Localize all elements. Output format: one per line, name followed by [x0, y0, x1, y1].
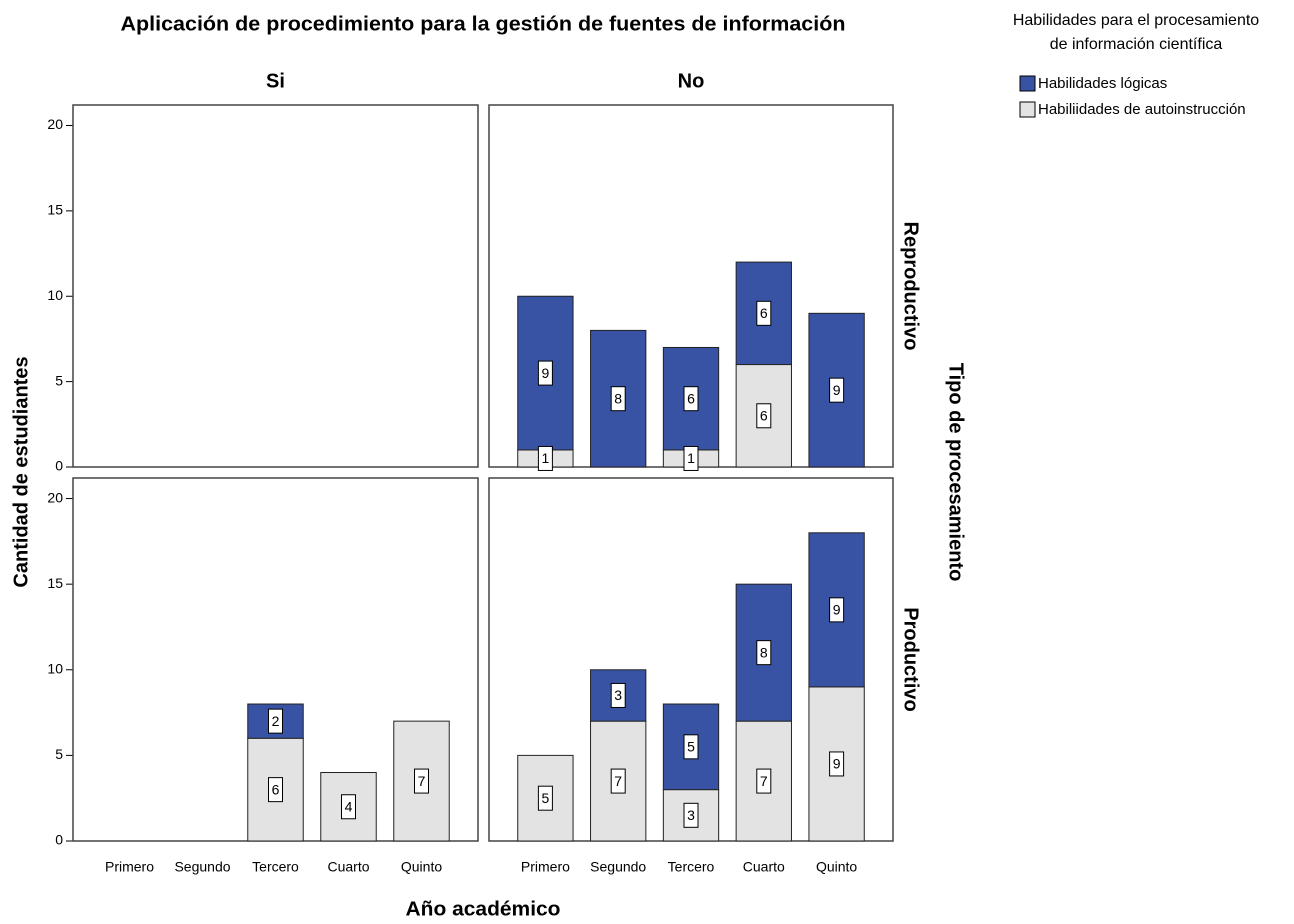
data-label-box — [756, 300, 772, 326]
panel-frame — [72, 104, 479, 468]
data-label: 6 — [272, 781, 280, 797]
y-tick-label: 5 — [55, 746, 63, 762]
data-label: 7 — [614, 773, 622, 789]
data-label: 6 — [760, 407, 768, 423]
data-label-box — [683, 445, 699, 471]
data-label-box — [683, 386, 699, 412]
data-label: 9 — [833, 756, 841, 772]
data-label: 4 — [345, 798, 353, 814]
x-tick-label: Segundo — [590, 859, 646, 875]
data-label: 3 — [614, 687, 622, 703]
data-label-box — [756, 640, 772, 666]
data-label-box — [610, 682, 626, 708]
data-label: 9 — [833, 382, 841, 398]
data-label-box — [537, 785, 553, 811]
legend-title: de información científica — [1050, 36, 1223, 53]
x-tick-label: Tercero — [252, 859, 299, 875]
chart-title: Aplicación de procedimiento para la gest… — [121, 13, 846, 35]
data-label-box — [756, 403, 772, 429]
legend-swatch — [1019, 75, 1036, 92]
data-label: 6 — [760, 305, 768, 321]
y-tick-label: 5 — [55, 372, 63, 388]
legend-label: Habilidades lógicas — [1038, 75, 1167, 92]
data-label: 9 — [833, 602, 841, 618]
x-tick-label: Segundo — [174, 859, 230, 875]
x-tick-label: Quinto — [401, 859, 442, 875]
data-label: 1 — [687, 450, 695, 466]
y-tick-label: 15 — [47, 202, 63, 218]
data-label: 8 — [760, 644, 768, 660]
y-tick-label: 15 — [47, 575, 63, 591]
x-axis-title: Año académico — [406, 898, 561, 920]
x-tick-label: Primero — [105, 859, 154, 875]
bar-segment — [808, 686, 865, 842]
y-tick-label: 10 — [47, 660, 63, 676]
data-label: 9 — [542, 365, 550, 381]
y-tick-label: 20 — [47, 116, 63, 132]
data-label: 3 — [687, 807, 695, 823]
legend-label: Habiliidades de autoinstrucción — [1038, 101, 1246, 118]
data-label-box — [756, 768, 772, 794]
y-tick-label: 0 — [55, 458, 63, 474]
data-label: 7 — [760, 773, 768, 789]
x-tick-label: Cuarto — [743, 859, 785, 875]
row-header: Productivo — [900, 607, 922, 711]
data-label: 7 — [418, 773, 426, 789]
legend-swatch — [1019, 101, 1036, 118]
y-axis-title: Cantidad de estudiantes — [10, 356, 32, 587]
data-label: 5 — [542, 790, 550, 806]
column-header: No — [678, 70, 705, 92]
data-label-box — [414, 768, 429, 794]
data-label-box — [683, 802, 699, 828]
legend-title: Habilidades para el procesamiento — [1013, 12, 1259, 29]
data-label-box — [537, 360, 553, 386]
data-label: 1 — [542, 450, 550, 466]
data-label-box — [537, 445, 553, 471]
x-tick-label: Tercero — [668, 859, 715, 875]
data-label-box — [341, 794, 356, 820]
data-label: 8 — [614, 390, 622, 406]
data-label: 5 — [687, 739, 695, 755]
data-label-box — [610, 768, 626, 794]
data-label-box — [829, 377, 845, 403]
data-label-box — [268, 708, 283, 734]
data-label: 2 — [272, 713, 280, 729]
data-label: 6 — [687, 390, 695, 406]
row-header: Reproductivo — [900, 222, 922, 351]
y-tick-label: 0 — [55, 832, 63, 848]
data-label-box — [610, 386, 626, 412]
y-tick-label: 20 — [47, 489, 63, 505]
x-tick-label: Cuarto — [327, 859, 369, 875]
x-tick-label: Primero — [521, 859, 570, 875]
y-tick-label: 10 — [47, 287, 63, 303]
data-label-box — [829, 751, 845, 777]
data-label-box — [268, 777, 283, 803]
data-label-box — [829, 597, 845, 623]
data-label-box — [683, 734, 699, 760]
x-tick-label: Quinto — [816, 859, 857, 875]
row-axis-title: Tipo de procesamiento — [945, 363, 967, 582]
column-header: Si — [266, 70, 285, 92]
